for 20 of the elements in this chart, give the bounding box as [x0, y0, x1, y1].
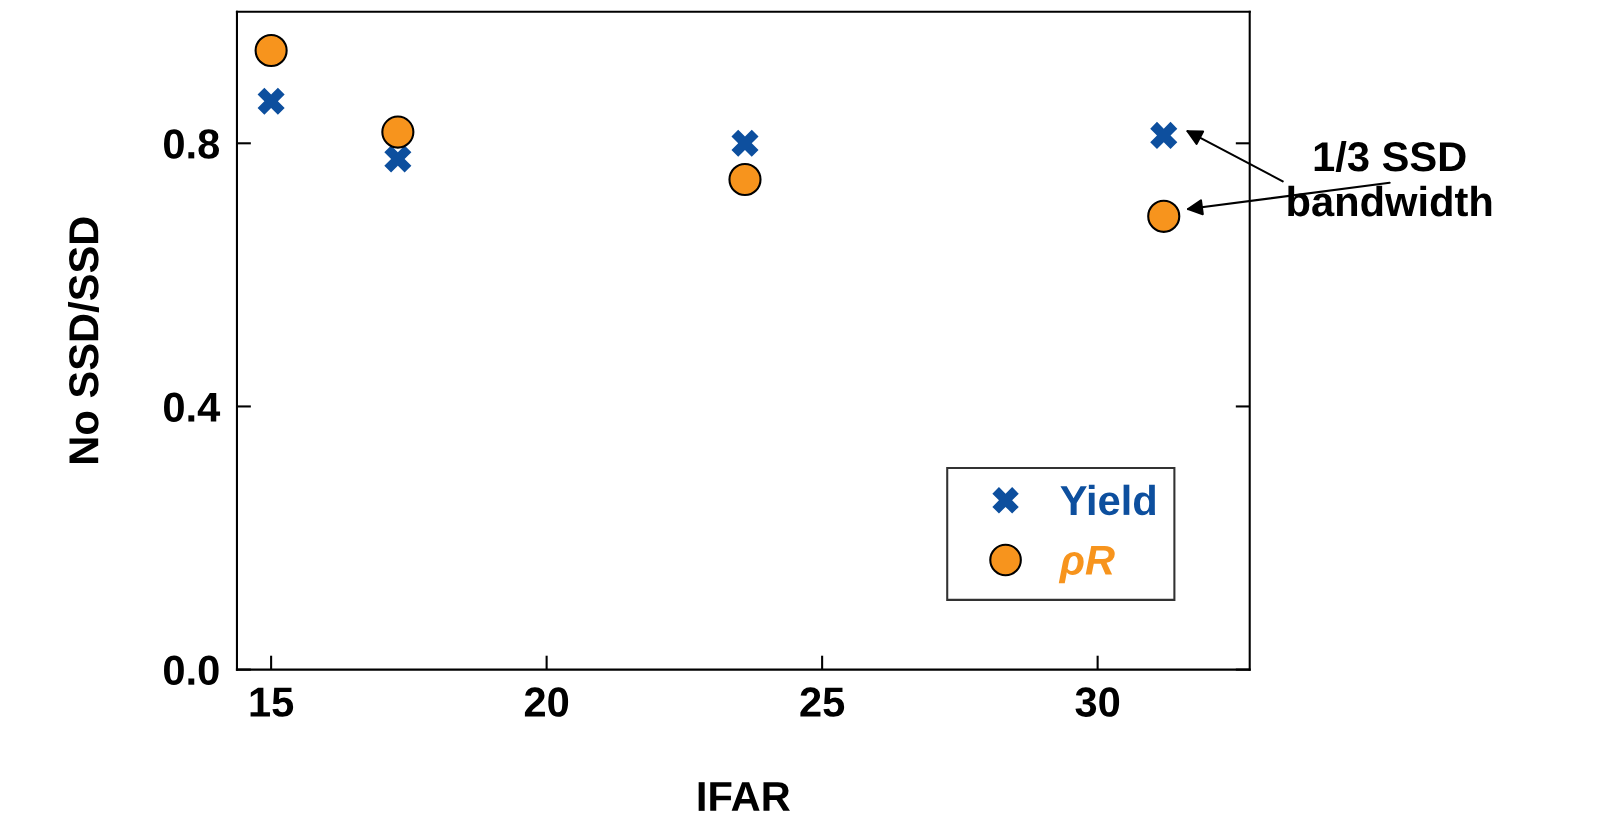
point [731, 129, 759, 157]
y-tick-label: 0.8 [164, 129, 220, 159]
y-tick-label: 0.4 [164, 392, 221, 422]
text: 1/3 SSD bandwidth [1288, 140, 1492, 217]
point [257, 87, 285, 115]
legend-label: ρR [1058, 545, 1115, 584]
point [381, 115, 415, 149]
x-axis-title: IFAR [698, 782, 790, 811]
point [728, 162, 762, 197]
point [254, 33, 288, 68]
x-tick-label: 25 [800, 687, 845, 717]
y-tick-label: 0.0 [164, 655, 219, 686]
legend-label: Yield [1060, 484, 1155, 516]
x-tick-label: 15 [250, 687, 294, 717]
point [1150, 121, 1178, 149]
x-tick-label: 20 [524, 687, 569, 717]
point [1147, 199, 1181, 233]
x-tick-label: 30 [1075, 687, 1120, 717]
y-axis-title: No SSD/SSD [67, 217, 100, 463]
point [384, 145, 412, 173]
